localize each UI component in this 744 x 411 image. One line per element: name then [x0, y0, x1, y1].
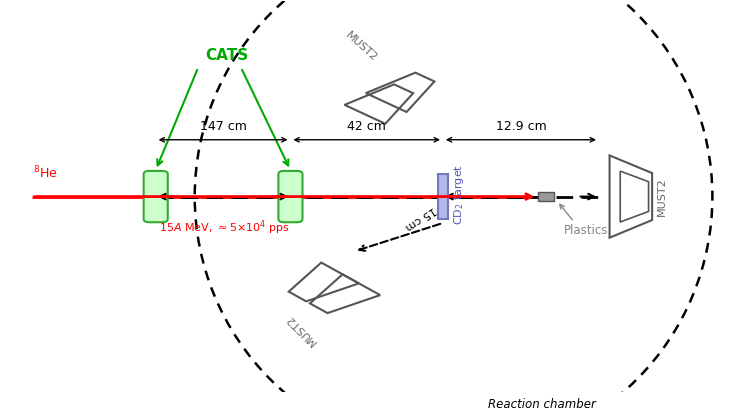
Text: CATS: CATS [205, 48, 248, 63]
Text: $^{8}$He: $^{8}$He [33, 164, 57, 181]
FancyBboxPatch shape [144, 171, 167, 222]
Text: CD$_2$ target: CD$_2$ target [452, 164, 466, 225]
Text: MUST2: MUST2 [344, 30, 379, 63]
Bar [538, 192, 554, 201]
Text: 12.9 cm: 12.9 cm [496, 120, 546, 133]
Text: 42 cm: 42 cm [347, 120, 386, 133]
Text: 147 cm: 147 cm [199, 120, 246, 133]
Text: MUST2: MUST2 [657, 177, 667, 216]
Text: Reaction chamber: Reaction chamber [488, 398, 596, 411]
Text: 15 cm: 15 cm [403, 204, 437, 231]
Text: MUST2: MUST2 [284, 312, 318, 346]
Text: $15A$ MeV, $\approx$5$\times$10$^{4}$ pps: $15A$ MeV, $\approx$5$\times$10$^{4}$ pp… [159, 218, 290, 237]
FancyBboxPatch shape [278, 171, 303, 222]
Text: Plastics: Plastics [563, 224, 608, 237]
Bar [438, 174, 448, 219]
